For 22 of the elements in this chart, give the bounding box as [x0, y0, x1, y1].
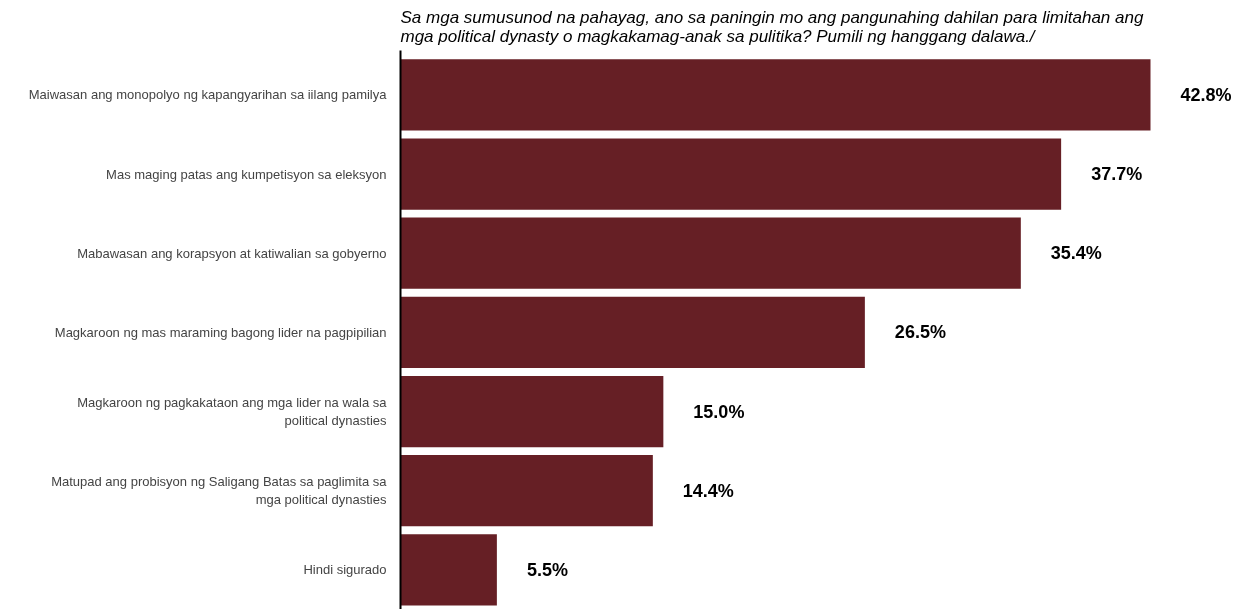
data-label: 35.4%	[1050, 243, 1102, 264]
bar	[400, 375, 664, 448]
bar	[400, 455, 653, 527]
y-tick-label: Maiwasan ang monopolyo ng kapangyarihan sa iilang pamilya	[28, 87, 388, 103]
data-label: 26.5%	[894, 322, 946, 343]
data-label: 14.4%	[682, 480, 734, 501]
data-label: 37.7%	[1091, 164, 1143, 185]
chart-title: Sa mga sumusunod na pahayag, ano sa paningin mo ang pangunahing dahilan para limitahan ang mga political dynasty o magkakamag-anak sa pulitika? Pumili ng hanggang dalawa./	[400, 7, 1144, 46]
data-label: 15.0%	[693, 401, 745, 422]
bar	[400, 59, 1151, 131]
data-label: 42.8%	[1180, 84, 1232, 105]
y-tick-label: Hindi sigurado	[303, 562, 387, 578]
bar	[400, 534, 497, 606]
y-tick-label: Magkaroon ng pagkakataon ang mga lider na wala sa political dynasties	[77, 395, 388, 429]
bar	[400, 138, 1062, 210]
data-label: 5.5%	[526, 559, 568, 580]
y-tick-label: Magkaroon ng mas maraming bagong lider na pagpipilian	[54, 324, 387, 340]
bar	[400, 296, 865, 369]
bar	[400, 217, 1021, 289]
y-tick-label: Matupad ang probisyon ng Saligang Batas sa paglimita sa mga political dynasties	[51, 474, 388, 508]
y-tick-label: Mas maging patas ang kumpetisyon sa eleksyon	[106, 166, 387, 182]
y-tick-label: Mabawasan ang korapsyon at katiwalian sa gobyerno	[77, 245, 387, 261]
